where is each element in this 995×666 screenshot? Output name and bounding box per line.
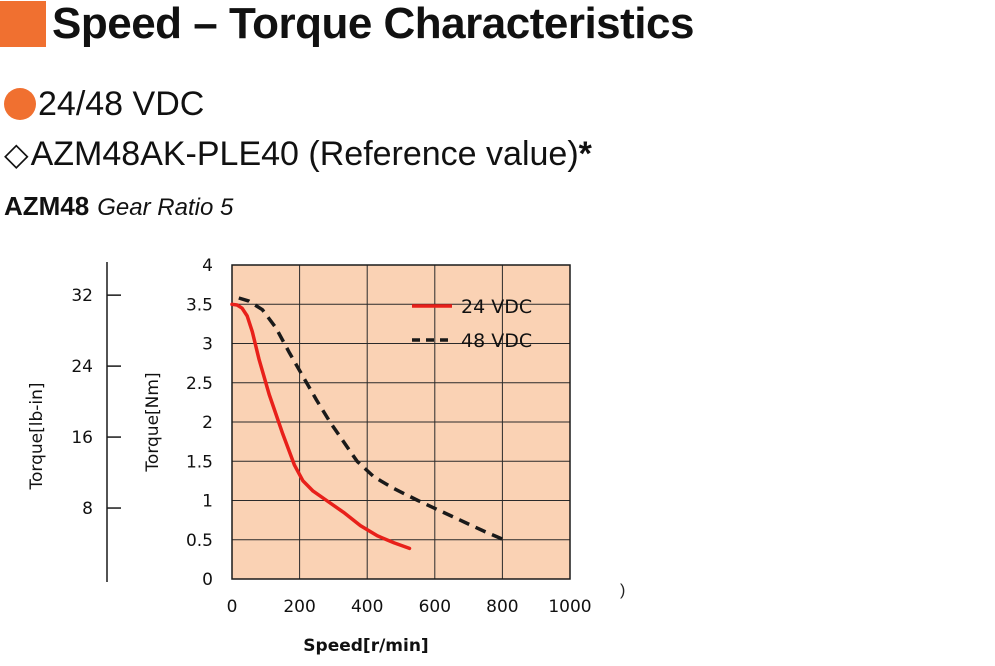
plot-frame [231, 264, 571, 580]
y-tick-label: 2 [202, 413, 213, 433]
secondary-y-axis-title: Torque[lb-in] [27, 382, 47, 490]
y-tick-label: 2.5 [186, 374, 213, 394]
secondary-y-tick-label: 8 [82, 499, 93, 519]
y-axis-title: Torque[Nm] [143, 372, 163, 472]
y-tick-label: 1 [202, 492, 213, 512]
y-tick-label: 3 [202, 335, 213, 355]
secondary-y-tick-label: 32 [71, 286, 93, 306]
y-tick-label: 1.5 [186, 452, 213, 472]
voltage-row: 24/48 VDC [4, 86, 204, 122]
x-tick-label: 600 [419, 597, 451, 617]
model-row: ◇ AZM48AK-PLE40 (Reference value) * [4, 136, 592, 172]
secondary-y-tick-label: 24 [71, 357, 93, 377]
stray-mark: ) [620, 582, 626, 599]
page-title: Speed – Torque Characteristics [52, 0, 694, 48]
diamond-icon: ◇ [4, 136, 29, 172]
legend-label: 48 VDC [461, 330, 532, 352]
title-row: Speed – Torque Characteristics [0, 0, 694, 48]
x-tick-label: 200 [283, 597, 315, 617]
y-tick-label: 0.5 [186, 531, 213, 551]
x-tick-label: 1000 [548, 597, 591, 617]
series-name: AZM48 [4, 191, 90, 221]
orange-circle-icon [4, 88, 36, 120]
x-tick-label: 0 [227, 597, 238, 617]
secondary-y-tick-label: 16 [71, 428, 93, 448]
series-line-24-vdc [230, 302, 412, 551]
series-line-48-vdc [238, 296, 505, 542]
title-accent-square [0, 1, 46, 47]
speed-torque-chart: 0 200 400 600 800 1000 0 0.5 1 1.5 2 2.5 3 3.5 4 8 16 24 3… [27, 256, 592, 656]
model-note-mark: * [578, 135, 592, 173]
y-tick-label: 4 [202, 256, 213, 276]
model-label: AZM48AK-PLE40 (Reference value) [30, 135, 579, 173]
x-axis-title: Speed[r/min] [303, 636, 428, 656]
x-tick-label: 800 [486, 597, 518, 617]
series-row: AZM48 Gear Ratio 5 [4, 191, 233, 222]
y-tick-label: 0 [202, 570, 213, 590]
voltage-label: 24/48 VDC [38, 85, 205, 123]
legend-label: 24 VDC [461, 296, 532, 318]
y-tick-label: 3.5 [186, 295, 213, 315]
x-tick-label: 400 [351, 597, 383, 617]
gear-ratio-label: Gear Ratio 5 [97, 194, 234, 221]
